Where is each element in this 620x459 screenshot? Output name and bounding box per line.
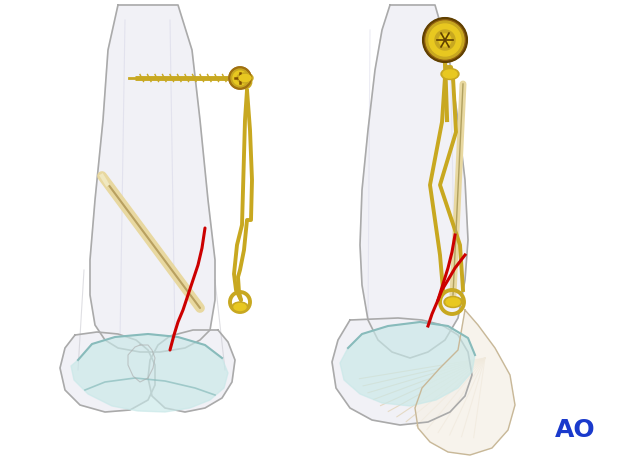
Polygon shape — [148, 330, 235, 412]
Circle shape — [439, 34, 451, 46]
Ellipse shape — [443, 70, 457, 78]
Polygon shape — [332, 318, 472, 425]
Ellipse shape — [446, 298, 460, 306]
Ellipse shape — [237, 73, 253, 83]
Circle shape — [435, 30, 455, 50]
Polygon shape — [71, 334, 228, 412]
Circle shape — [426, 21, 464, 59]
Polygon shape — [360, 5, 468, 358]
Ellipse shape — [234, 303, 246, 310]
Circle shape — [423, 18, 467, 62]
Polygon shape — [340, 322, 475, 406]
Circle shape — [231, 69, 249, 87]
Circle shape — [233, 71, 247, 85]
Ellipse shape — [441, 68, 459, 79]
Text: AO: AO — [555, 418, 595, 442]
Circle shape — [429, 24, 461, 56]
Ellipse shape — [239, 74, 251, 82]
Polygon shape — [90, 5, 215, 352]
Polygon shape — [415, 310, 515, 455]
Polygon shape — [60, 332, 155, 412]
Ellipse shape — [232, 302, 248, 312]
Circle shape — [229, 67, 251, 89]
Ellipse shape — [444, 297, 462, 308]
